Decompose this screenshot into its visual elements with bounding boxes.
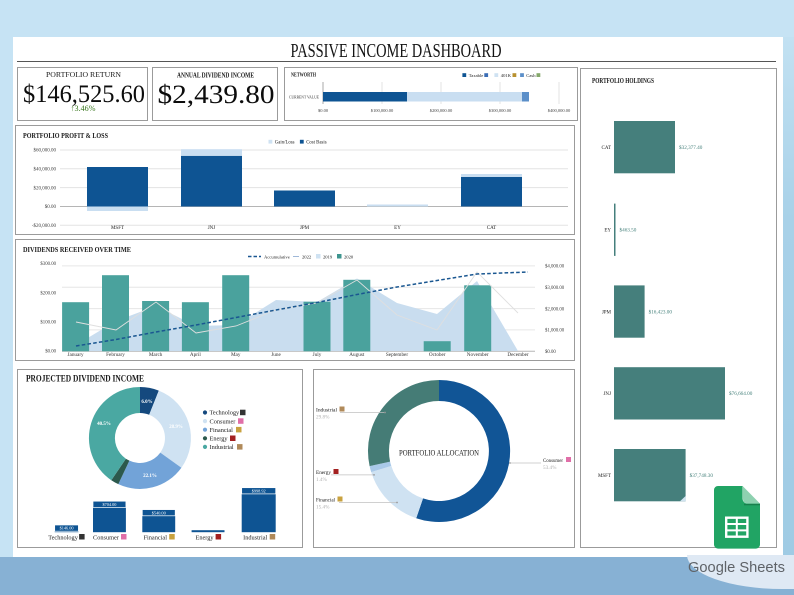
svg-text:November: November [467,352,489,358]
svg-text:JPM: JPM [602,310,612,315]
svg-text:28.9%: 28.9% [169,425,183,430]
svg-text:$0.00: $0.00 [545,350,556,355]
svg-text:6.0%: 6.0% [141,400,152,405]
svg-text:22.1%: 22.1% [143,474,157,479]
svg-text:May: May [231,352,241,358]
svg-text:Industrial: Industrial [243,535,267,542]
svg-text:Financial: Financial [316,498,335,504]
svg-text:PASSIVE INCOME DASHBOARD: PASSIVE INCOME DASHBOARD [291,40,502,62]
svg-text:Gain/Loss: Gain/Loss [275,141,295,146]
svg-text:DIVIDENDS RECEIVED OVER TIME: DIVIDENDS RECEIVED OVER TIME [23,245,131,254]
svg-text:Google Sheets: Google Sheets [688,560,785,576]
svg-text:Accumulative: Accumulative [264,255,290,260]
svg-text:CAT: CAT [487,226,496,231]
svg-text:$146,525.60: $146,525.60 [23,81,145,108]
svg-text:July: July [313,352,322,358]
svg-text:$100,000.00: $100,000.00 [371,108,394,114]
svg-text:PORTFOLIO RETURN: PORTFOLIO RETURN [46,70,121,79]
svg-text:CAT: CAT [602,146,611,151]
svg-text:Energy: Energy [316,470,331,476]
svg-text:$200,000.00: $200,000.00 [430,108,453,114]
svg-text:$540.00: $540.00 [152,510,166,515]
svg-text:Energy: Energy [196,535,215,542]
svg-text:$400,000.00: $400,000.00 [548,108,571,114]
svg-text:JNJ: JNJ [208,226,216,231]
svg-text:Cost Basis: Cost Basis [306,141,327,146]
svg-text:April: April [190,352,202,358]
svg-text:Technology: Technology [210,410,240,417]
svg-text:$300.00: $300.00 [40,262,56,267]
svg-text:$100.00: $100.00 [40,320,56,325]
svg-text:↑3.46%: ↑3.46% [71,103,96,113]
svg-text:1.4%: 1.4% [316,477,327,483]
svg-text:$40,000.00: $40,000.00 [34,168,57,173]
svg-text:$0.00: $0.00 [45,205,57,210]
svg-text:$16,423.00: $16,423.00 [649,308,673,315]
svg-text:-$20,000.00: -$20,000.00 [32,224,57,229]
svg-text:53.4%: 53.4% [543,465,557,471]
svg-text:$998.92: $998.92 [252,488,266,493]
svg-text:40.5%: 40.5% [97,422,111,427]
svg-text:June: June [271,352,281,358]
svg-text:JNJ: JNJ [603,392,611,397]
svg-text:Industrial: Industrial [210,444,234,451]
svg-text:2019: 2019 [323,255,333,260]
svg-text:$200.00: $200.00 [40,292,56,297]
svg-text:September: September [386,352,408,358]
svg-text:Taxable: Taxable [469,73,483,78]
svg-text:$2,439.80: $2,439.80 [158,79,275,109]
svg-text:PORTFOLIO PROFIT & LOSS: PORTFOLIO PROFIT & LOSS [23,131,108,140]
svg-text:$32,377.40: $32,377.40 [679,144,703,151]
svg-text:EY: EY [394,226,401,231]
svg-text:$0.00: $0.00 [45,350,56,355]
svg-text:$3,000.00: $3,000.00 [545,286,565,291]
svg-text:29.8%: 29.8% [316,415,330,421]
svg-text:January: January [68,352,85,358]
svg-text:MSFT: MSFT [598,474,611,479]
svg-text:$1,000.00: $1,000.00 [545,329,565,334]
svg-text:Energy: Energy [210,436,229,443]
svg-text:August: August [349,352,365,358]
svg-text:2022: 2022 [302,255,312,260]
svg-text:December: December [507,352,529,358]
svg-text:ANNUAL DIVIDEND INCOME: ANNUAL DIVIDEND INCOME [177,72,254,80]
svg-text:March: March [149,352,163,358]
svg-text:February: February [106,352,125,358]
svg-text:Consumer: Consumer [210,418,237,425]
svg-text:$4,000.00: $4,000.00 [545,265,565,270]
svg-text:$300,000.00: $300,000.00 [489,108,512,114]
svg-text:PORTFOLIO ALLOCATION: PORTFOLIO ALLOCATION [399,448,480,458]
svg-text:Financial: Financial [210,427,234,434]
svg-text:CURRENT VALUE: CURRENT VALUE [289,95,319,100]
svg-text:$704.00: $704.00 [102,502,116,507]
svg-text:Consumer: Consumer [543,458,563,464]
svg-text:EY: EY [604,229,611,234]
svg-text:Financial: Financial [144,535,168,542]
svg-text:Consumer: Consumer [93,535,120,542]
svg-text:15.4%: 15.4% [316,505,330,511]
svg-text:NETWORTH: NETWORTH [291,72,316,79]
svg-text:JPM: JPM [300,226,310,231]
svg-text:$37,748.30: $37,748.30 [690,472,714,479]
svg-text:$2,000.00: $2,000.00 [545,307,565,312]
svg-text:$60,000.00: $60,000.00 [34,149,57,154]
svg-text:PROJECTED DIVIDEND INCOME: PROJECTED DIVIDEND INCOME [26,374,144,385]
svg-text:$76,664.00: $76,664.00 [729,390,753,397]
svg-text:MSFT: MSFT [111,226,124,231]
svg-text:2020: 2020 [344,255,354,260]
svg-text:$0.00: $0.00 [318,108,329,113]
svg-text:PORTFOLIO HOLDINGS: PORTFOLIO HOLDINGS [592,76,654,85]
svg-text:$20,000.00: $20,000.00 [34,186,57,191]
svg-text:Industrial: Industrial [316,408,337,414]
svg-text:$463.50: $463.50 [620,227,637,234]
svg-text:Cash: Cash [526,73,536,78]
svg-text:401K: 401K [501,73,512,78]
svg-text:$146.00: $146.00 [60,526,74,531]
svg-text:October: October [429,352,446,358]
svg-text:Technology: Technology [48,535,78,542]
